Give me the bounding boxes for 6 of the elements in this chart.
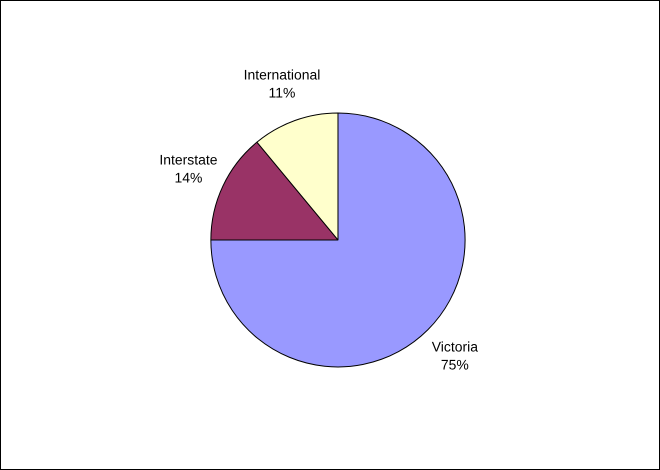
slice-label: Victoria <box>432 338 478 355</box>
data-label: 14% <box>174 170 202 186</box>
slice-label: Interstate <box>159 152 218 168</box>
slice-label: International <box>244 66 320 83</box>
data-label: 75% <box>440 356 469 372</box>
data-label: 11% <box>268 84 296 100</box>
